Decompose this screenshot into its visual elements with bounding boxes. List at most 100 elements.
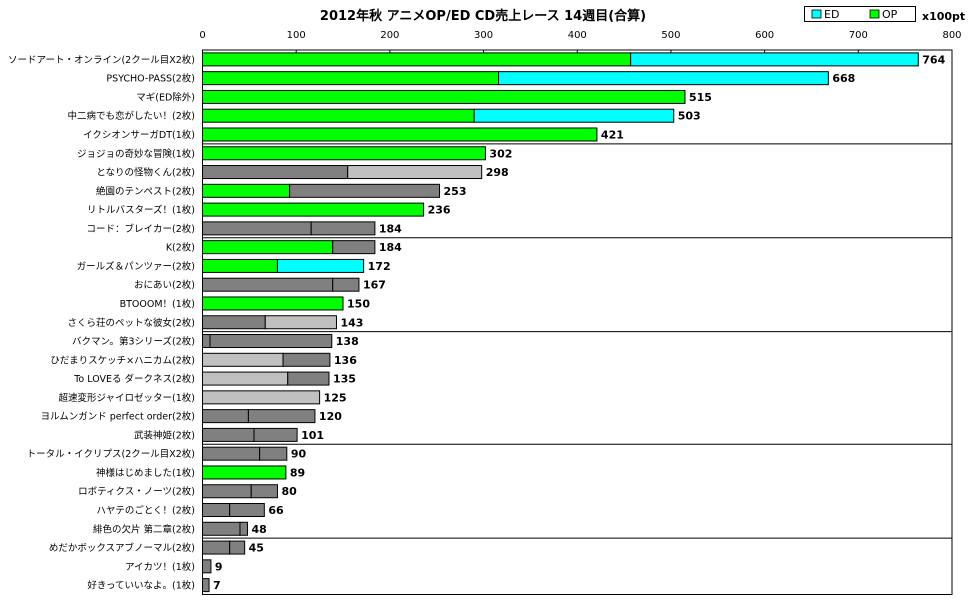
value-label: 167 [363,279,386,292]
bar-segment [264,315,337,330]
bar-segment [202,315,266,330]
bar-segment [202,427,255,442]
value-label: 80 [281,485,297,498]
bar-segment [202,165,349,180]
value-label: 150 [347,297,370,310]
x-axis-ticks: 0 100 200 300 400 500 600 700 800 [199,30,962,54]
x-tick-label: 500 [661,30,680,41]
x-tick-label: 800 [942,30,961,41]
value-label: 136 [334,354,357,367]
value-label: 184 [379,241,402,254]
bar-segment [202,108,475,123]
category-label: アイカツ！(1枚) [125,561,195,573]
x-tick-label: 200 [380,30,399,41]
bar-segment [209,334,333,349]
category-label: 武装神姫(2枚) [134,429,195,441]
value-label: 89 [290,466,305,479]
category-label: トータル・イクリプス(2クール目X2枚) [27,448,195,460]
bar-segment [276,258,365,273]
bar-segment [202,296,344,311]
category-label: となりの怪物くん(2枚) [96,167,195,179]
value-label: 125 [324,391,347,404]
bar-segment [498,71,829,86]
value-label: 302 [489,147,512,160]
bar-segment [202,409,249,424]
category-label: 緋色の欠片 第二章(2枚) [93,523,195,535]
value-label: 45 [249,542,264,555]
category-label: PSYCHO-PASS(2枚) [106,73,195,85]
x-tick-label: 400 [568,30,587,41]
value-label: 421 [601,128,624,141]
bar-segment [202,371,289,386]
unit-label: x100pt [922,10,965,23]
bar-segment [202,71,500,86]
category-label: ひだまりスケッチ×ハニカム(2枚) [50,354,195,366]
bar-segment [239,521,248,536]
bar-segment [289,183,441,198]
bar-segment [202,578,210,593]
chart-title: 2012年秋 アニメOP/ED CD売上レース 14週目(合算) [320,8,646,24]
bar-segment [310,221,376,236]
value-labels: 764 668 515 503 421 302 298 253 236 184 184 172 167 1… [213,53,946,592]
category-label: K(2枚) [166,242,195,254]
bar-segment [202,127,598,142]
value-label: 90 [291,448,307,461]
bar-segment [630,52,919,67]
bar-segment [202,52,632,67]
bar-segment [202,484,252,499]
x-tick-label: 300 [474,30,493,41]
value-label: 253 [444,185,467,198]
value-label: 184 [379,222,402,235]
plot-border [202,49,953,595]
bar-segment [229,540,246,555]
bar-segment [202,540,231,555]
bar-segment [202,390,321,405]
value-label: 7 [213,579,221,592]
bar-segment [250,484,278,499]
value-label: 503 [678,110,701,123]
bar-segment [202,89,686,104]
value-label: 143 [340,316,363,329]
category-label: おにあい(2枚) [134,279,195,291]
value-label: 120 [319,410,342,423]
category-label: めだかボックスアブノーマル(2枚) [49,542,195,554]
bar-segment [473,108,675,123]
legend-box [804,6,916,22]
category-label: ヨルムンガンド perfect order(2枚) [40,411,195,423]
bar-segment [287,371,330,386]
legend-swatch [811,9,822,19]
value-label: 236 [428,204,451,217]
bar-segment [332,277,360,292]
category-label: 中二病でも恋がしたい！(2枚) [68,110,195,122]
legend: ED OP [804,6,916,22]
bar-segment [282,352,331,367]
bar-segment [202,202,425,217]
bar-segment [202,277,334,292]
category-label: ソードアート・オンライン(2クール目X2枚) [8,54,195,66]
category-label: 超速変形ジャイロゼッター(1枚) [59,392,195,404]
plot-frame [202,49,953,595]
x-tick-label: 100 [287,30,306,41]
category-label: ハヤテのごとく！(2枚) [96,505,195,517]
category-label: ロボティクス・ノーツ(2枚) [78,486,195,498]
bar-segment [202,221,312,236]
category-label: 好きっていいなよ。(1枚) [87,580,195,592]
value-label: 101 [301,429,324,442]
category-label: さくら荘のペットな彼女(2枚) [68,317,195,329]
bar-segment [259,446,288,461]
bars [202,52,919,593]
bar-segment [202,503,231,518]
x-tick-label: 700 [849,30,868,41]
category-label: マギ(ED除外) [136,91,195,103]
category-label: コード：ブレイカー(2枚) [87,223,195,235]
value-label: 298 [486,166,509,179]
bar-segment [202,446,261,461]
value-label: 515 [689,91,712,104]
legend-label: ED [824,8,839,21]
value-label: 48 [251,523,266,536]
category-label: 絶園のテンペスト(2枚) [96,185,195,197]
value-label: 764 [922,53,945,66]
category-label: BTOOOM！(1枚) [120,298,195,310]
bar-segment [347,165,483,180]
